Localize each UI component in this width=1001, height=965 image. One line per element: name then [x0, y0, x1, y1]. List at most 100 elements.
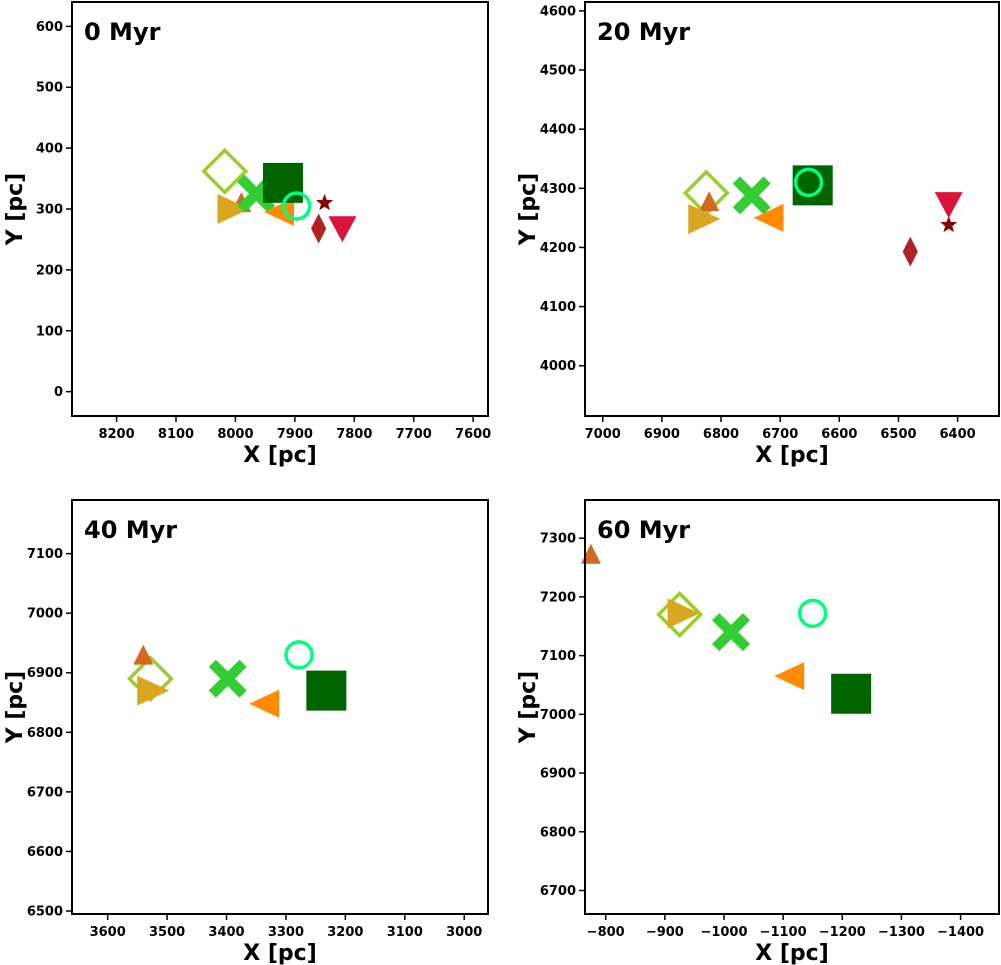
y-tick-label: 7100 [27, 547, 63, 562]
marker-darkorange-triangle-left [753, 203, 784, 232]
y-tick-label: 6800 [540, 825, 576, 840]
panel-2: 7000 6900 6800 6700 6600 6500 6400 4000 4100 4200… [516, 1, 1000, 468]
x-tick-label: 7800 [336, 427, 372, 442]
marker-darkorange-triangle-left [774, 662, 805, 691]
x-tick-label: 3500 [149, 925, 185, 940]
marker-limegreen-x [712, 613, 751, 652]
y-tick-label: 7000 [27, 607, 63, 622]
y-tick-label: 4200 [540, 241, 576, 256]
x-tick-label: −900 [646, 925, 684, 940]
y-axis-label: Y [pc] [516, 173, 541, 247]
x-tick-label: 8200 [98, 427, 134, 442]
x-tick-label: 6800 [703, 427, 739, 442]
y-tick-label: 6700 [27, 785, 63, 800]
y-tick-label: 4100 [540, 300, 576, 315]
y-tick-label: 4300 [540, 182, 576, 197]
x-tick-label: 3100 [387, 925, 423, 940]
marker-limegreen-x [732, 176, 771, 215]
x-tick-label: 3600 [90, 925, 126, 940]
marker-yellowgreen-diamond [201, 147, 249, 195]
y-axis-label: Y [pc] [516, 671, 541, 745]
y-tick-label: 6500 [27, 905, 63, 920]
y-tick-label: 7200 [540, 590, 576, 605]
x-tick-label: 7600 [455, 427, 491, 442]
plot-area [585, 2, 999, 416]
y-axis-label: Y [pc] [3, 173, 28, 247]
x-tick-label: −1100 [760, 925, 807, 940]
x-tick-label: 3400 [208, 925, 244, 940]
marker-darkred-star [316, 193, 334, 211]
x-tick-label: −800 [587, 925, 625, 940]
y-tick-label: 100 [36, 324, 63, 339]
marker-yellowgreen-diamond [126, 655, 174, 703]
x-axis-label: X [pc] [243, 443, 317, 468]
panel-title: 0 Myr [84, 18, 161, 46]
x-tick-label: 3000 [446, 925, 482, 940]
y-tick-label: 6700 [540, 884, 576, 899]
y-tick-label: 6600 [27, 845, 63, 860]
y-tick-label: 400 [36, 142, 63, 157]
marker-darkorange-triangle-left [249, 689, 280, 718]
marker-goldenrod-triangle-right [667, 598, 700, 629]
y-tick-label: 4000 [540, 359, 576, 374]
marker-goldenrod-triangle-right [137, 675, 170, 706]
x-tick-label: 3200 [327, 925, 363, 940]
y-tick-label: 4600 [540, 4, 576, 19]
marker-orangered-triangle-up [133, 644, 154, 665]
marker-darkred-star [940, 215, 958, 233]
x-tick-label: 8000 [217, 427, 253, 442]
panel-3: 3600 3500 3400 3300 3200 3100 3000 6500 6600 6700… [3, 499, 489, 965]
y-tick-label: 7300 [540, 532, 576, 547]
y-tick-label: 6900 [540, 767, 576, 782]
y-tick-label: 200 [36, 263, 63, 278]
marker-springgreen-circle [797, 598, 828, 629]
marker-springgreen-circle [281, 191, 312, 221]
x-axis-label: X [pc] [755, 443, 829, 468]
y-axis-label: Y [pc] [3, 671, 28, 745]
x-tick-label: 7900 [277, 427, 313, 442]
marker-darkorange-triangle-left [264, 198, 294, 227]
x-tick-label: 6700 [762, 427, 798, 442]
x-tick-label: 6600 [821, 427, 857, 442]
marker-crimson-triangle-down [934, 192, 963, 219]
marker-darkgreen-square [306, 670, 347, 711]
x-tick-label: 3300 [268, 925, 304, 940]
panel-title: 60 Myr [597, 516, 690, 544]
marker-springgreen-circle [284, 640, 314, 670]
marker-firebrick-thin-diamond [902, 236, 918, 267]
marker-yellowgreen-diamond [656, 591, 704, 638]
marker-crimson-triangle-down [328, 216, 357, 243]
x-tick-label: 6500 [880, 427, 916, 442]
panel-title: 20 Myr [597, 18, 690, 46]
x-tick-label: −1400 [937, 925, 984, 940]
marker-goldenrod-triangle-right [688, 204, 721, 235]
x-tick-label: 8100 [158, 427, 194, 442]
y-tick-label: 0 [54, 385, 63, 400]
panel-title: 40 Myr [84, 516, 177, 544]
plot-area [585, 500, 999, 914]
y-tick-label: 6800 [27, 726, 63, 741]
x-tick-label: −1000 [700, 925, 747, 940]
y-tick-label: 6900 [27, 666, 63, 681]
x-tick-label: 6400 [940, 427, 976, 442]
plot-frame [71, 1, 489, 417]
x-tick-label: 7700 [396, 427, 432, 442]
marker-springgreen-circle [793, 167, 824, 198]
y-tick-label: 600 [36, 20, 63, 35]
plot-frame [71, 499, 489, 915]
y-tick-label: 4500 [540, 64, 576, 79]
plot-frame [584, 499, 1000, 915]
marker-firebrick-thin-diamond [311, 213, 327, 244]
marker-orangered-triangle-up [699, 191, 720, 212]
marker-goldenrod-triangle-right [217, 194, 250, 224]
y-tick-label: 500 [36, 81, 63, 96]
marker-darkgreen-square [831, 673, 872, 714]
y-tick-label: 7100 [540, 649, 576, 664]
x-tick-label: 7000 [585, 427, 621, 442]
x-axis-label: X [pc] [243, 941, 317, 965]
marker-darkgreen-square [262, 162, 303, 203]
marker-limegreen-x [208, 659, 247, 698]
x-tick-label: −1300 [878, 925, 925, 940]
y-tick-label: 4400 [540, 123, 576, 138]
